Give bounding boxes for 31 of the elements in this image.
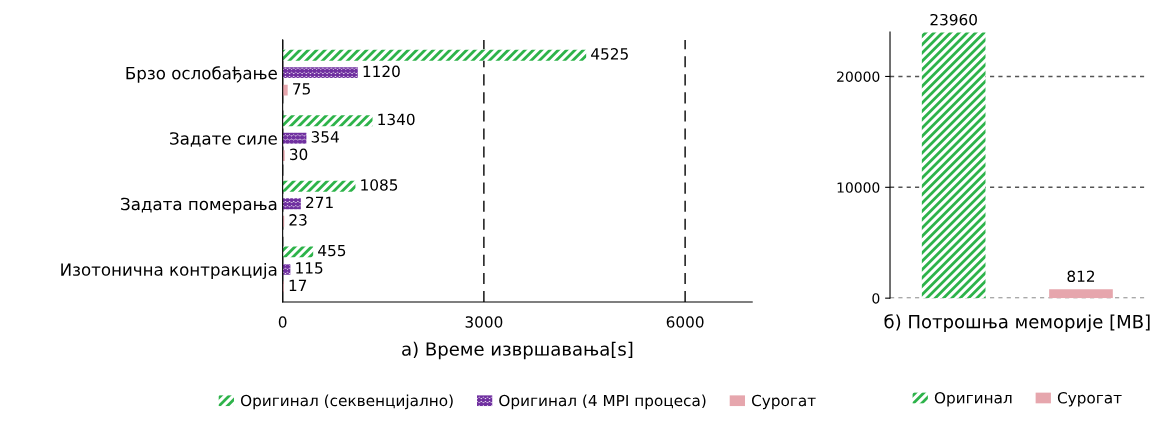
legend-label: Оригинал [934,391,1012,407]
legend-label: Сурогат [1057,391,1122,407]
data-label: 1085 [361,179,398,191]
data-label: 455 [318,244,346,257]
data-label: 1340 [378,113,415,126]
data-label: 75 [293,83,310,95]
data-label: 115 [296,262,323,274]
data-label: 354 [311,131,339,143]
y-tick-label: Брзо ослобађање [126,66,277,83]
legend-label: Сурогат [751,394,816,410]
x-tick-label: 0 [278,316,287,328]
data-label: 30 [290,148,308,161]
data-label: 23960 [930,13,977,26]
y-tick-label: 10000 [837,182,880,193]
x-tick-label: 6000 [666,316,704,328]
y-tick-label: Задате силе [170,132,277,147]
data-label: 271 [306,196,333,208]
x-tick-label: 3000 [465,316,503,328]
y-tick-label: Задата померања [121,197,277,214]
data-label: 4525 [591,48,628,60]
x-axis-title: а) Време извршавања[s] [402,341,633,360]
legend-label: Оригинал (4 MPI процеса) [499,394,706,410]
legend-label: Оригинал (секвенцијално) [240,394,453,410]
data-label: 1120 [363,65,400,78]
data-label: 23 [289,214,307,226]
y-tick-label: 20000 [837,71,880,82]
data-label: 812 [1067,270,1095,283]
y-tick-label: Изотонична контракција [61,262,277,280]
y-tick-label: 0 [872,293,880,304]
x-axis-title: б) Потрошња меморије [MB] [884,314,1150,332]
data-label: 17 [289,279,307,291]
